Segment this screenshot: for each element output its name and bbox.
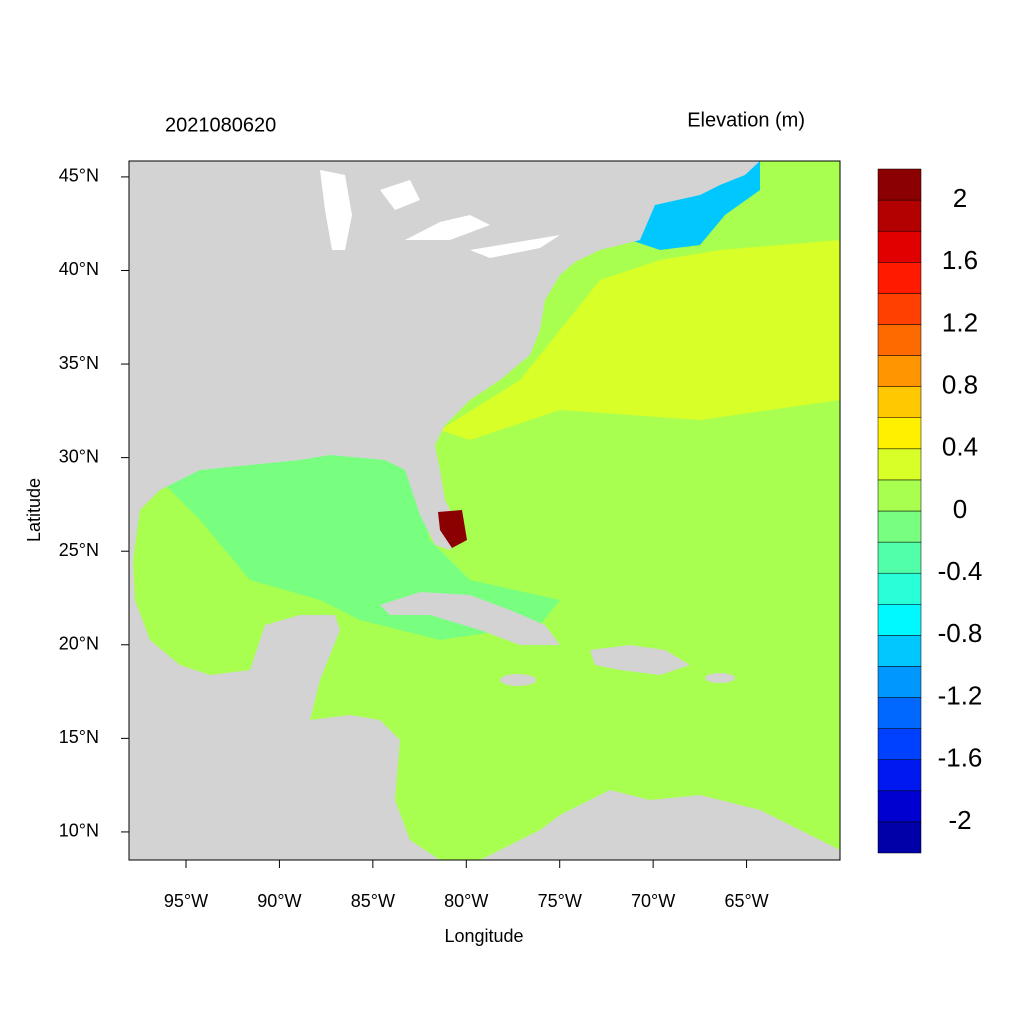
map	[129, 161, 840, 860]
colorbar-box	[877, 728, 922, 760]
colorbar-box	[877, 199, 922, 232]
colorbar-label: 0.8	[942, 370, 978, 400]
colorbar-box	[877, 697, 922, 729]
y-tick-label: 20°N	[59, 634, 99, 654]
x-tick-label: 85°W	[351, 891, 395, 911]
land	[480, 790, 840, 860]
x-tick-label: 65°W	[724, 891, 768, 911]
hispaniola	[590, 645, 690, 675]
puerto-rico	[705, 673, 735, 683]
colorbar-box	[877, 448, 922, 481]
colorbar-label: -2	[948, 805, 971, 835]
plot-frame	[128, 160, 841, 861]
colorbar-label: -0.4	[938, 556, 983, 586]
colorbar-label: 0.4	[942, 432, 978, 462]
y-tick-label: 15°N	[59, 727, 99, 747]
colorbar-label: 1.2	[942, 307, 978, 337]
y-tick-label: 45°N	[59, 166, 99, 186]
colorbar-label: -0.8	[938, 618, 983, 648]
lake	[320, 170, 352, 250]
y-axis-label: Latitude	[24, 478, 44, 542]
colorbar-box	[877, 386, 922, 418]
lake	[405, 215, 490, 240]
colorbar-box	[877, 293, 922, 325]
colorbar-box	[877, 541, 922, 574]
gulf-field	[150, 450, 560, 640]
gulf-of-maine-field	[630, 161, 760, 250]
colorbar-box	[877, 604, 922, 636]
colorbar-label: -1.2	[938, 680, 983, 710]
y-tick-label: 25°N	[59, 540, 99, 560]
x-tick-label: 90°W	[257, 891, 301, 911]
colorbar-label: 1.6	[942, 245, 978, 275]
colorbar-box	[877, 759, 922, 792]
colorbar-box	[877, 417, 922, 450]
colorbar-box	[877, 510, 922, 543]
colorbar-box	[877, 355, 922, 387]
colorbar-label: 0	[953, 494, 967, 524]
title-right: Elevation (m)	[687, 109, 805, 131]
colorbar-box	[877, 479, 922, 512]
colorbar-box	[877, 635, 922, 667]
x-tick-label: 95°W	[164, 891, 208, 911]
shelf-field	[440, 240, 840, 440]
x-tick-label: 80°W	[444, 891, 488, 911]
colorbar-box	[877, 572, 922, 605]
x-tick-label: 75°W	[538, 891, 582, 911]
colorbar-box	[877, 168, 922, 201]
y-tick-label: 40°N	[59, 259, 99, 279]
jamaica	[500, 674, 536, 686]
title-left: 2021080620	[165, 114, 276, 136]
colorbar-box	[877, 262, 922, 294]
cuba	[380, 592, 560, 645]
colorbar-box	[877, 230, 922, 263]
colorbar-box	[877, 821, 922, 854]
colorbar-label: 2	[953, 183, 967, 213]
x-tick-label: 70°W	[631, 891, 675, 911]
lake	[380, 180, 420, 210]
surge-field	[438, 510, 467, 548]
x-axis-label: Longitude	[444, 926, 523, 946]
colorbar-box	[877, 790, 922, 823]
y-tick-label: 35°N	[59, 353, 99, 373]
y-tick-label: 10°N	[59, 821, 99, 841]
lake	[470, 235, 560, 258]
land	[129, 161, 760, 860]
colorbar-box	[877, 666, 922, 698]
colorbar-box	[877, 324, 922, 356]
y-tick-label: 30°N	[59, 446, 99, 466]
colorbar-label: -1.6	[938, 743, 983, 773]
